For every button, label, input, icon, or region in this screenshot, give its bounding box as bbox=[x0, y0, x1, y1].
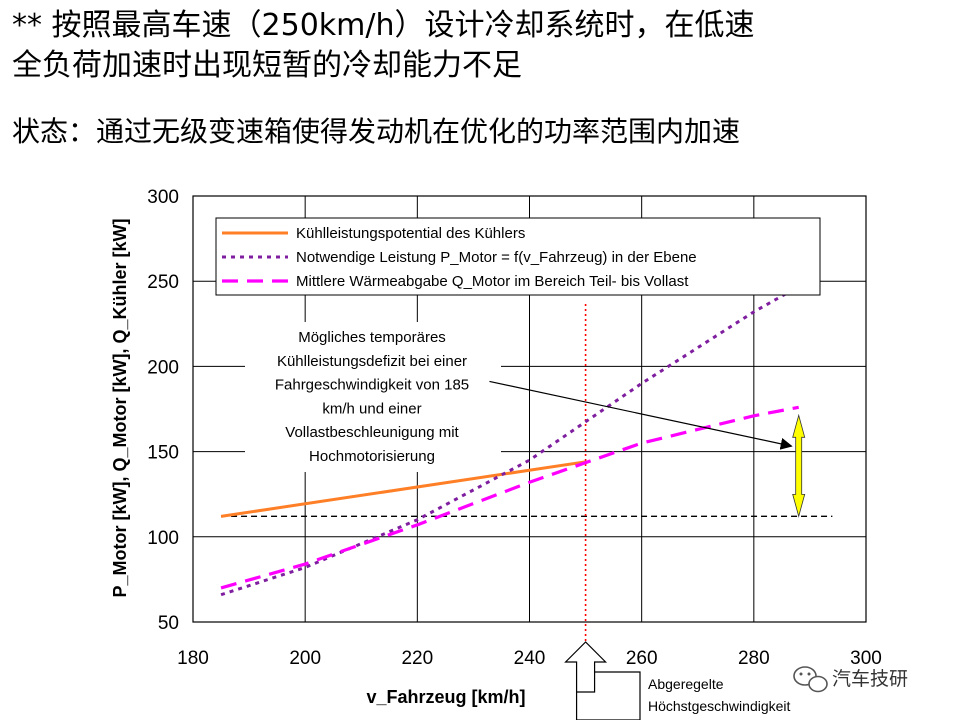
legend-box bbox=[215, 217, 821, 296]
plot-border bbox=[192, 195, 867, 623]
annotation-line-4: km/h und einer bbox=[322, 400, 421, 417]
watermark-text: 汽车技研 bbox=[832, 668, 908, 690]
series-line-1 bbox=[220, 460, 586, 518]
x-tick-label-260: 260 bbox=[626, 648, 658, 669]
legend-label-3: Mittlere Wärmeabgabe Q_Motor im Bereich … bbox=[296, 273, 689, 290]
x-tick-label-180: 180 bbox=[177, 648, 209, 669]
watermark: 汽车技研 bbox=[793, 666, 908, 693]
series-line-3 bbox=[220, 405, 799, 590]
annotation-background bbox=[245, 322, 501, 472]
reference-lines bbox=[221, 304, 833, 642]
x-tick-label-280: 280 bbox=[738, 648, 770, 669]
series-layer bbox=[220, 288, 806, 597]
callout-up-arrow bbox=[564, 641, 608, 693]
annotation-line-3: Fahrgeschwindigkeit von 185 bbox=[275, 377, 469, 394]
title-line-1: ** 按照最高车速（250km/h）设计冷却系统时，在低速 bbox=[12, 8, 755, 43]
annotation-line-5: Vollastbeschleunigung mit bbox=[285, 424, 459, 441]
y-axis-label: P_Motor [kW], Q_Motor [kW], Q_Kühler [kW… bbox=[110, 219, 130, 598]
legend-label-1: Kühlleistungspotential des Kühlers bbox=[296, 225, 525, 242]
y-tick-label-200: 200 bbox=[147, 357, 179, 378]
wechat-icon bbox=[793, 666, 828, 693]
title-line-2: 全负荷加速时出现短暂的冷却能力不足 bbox=[12, 48, 522, 83]
y-tick-label-50: 50 bbox=[158, 613, 179, 634]
y-tick-label-100: 100 bbox=[147, 528, 179, 549]
annotation-line-2: Kühlleistungsdefizit bei einer bbox=[277, 353, 467, 370]
callout-line-2: Höchstgeschwindigkeit bbox=[648, 698, 791, 714]
x-tick-label-240: 240 bbox=[514, 648, 546, 669]
x-tick-label-200: 200 bbox=[289, 648, 321, 669]
subtitle-line: 状态：通过无级变速箱使得发动机在优化的功率范围内加速 bbox=[12, 115, 741, 148]
legend: Kühlleistungspotential des Kühlers Notwen… bbox=[215, 217, 821, 296]
annotation: Mögliches temporäres Kühlleistungsdefizit… bbox=[245, 322, 793, 472]
deficit-double-arrow bbox=[792, 413, 806, 518]
annotation-line-6: Hochmotorisierung bbox=[309, 448, 435, 465]
y-tick-label-250: 250 bbox=[147, 272, 179, 293]
x-tick-label-220: 220 bbox=[401, 648, 433, 669]
legend-label-2: Notwendige Leistung P_Motor = f(v_Fahrze… bbox=[296, 249, 697, 266]
x-tick-label-300: 300 bbox=[850, 648, 882, 669]
series-line-2 bbox=[220, 288, 794, 597]
tick-labels: 180 200 220 240 260 280 300 50 100 150 200 250 300 bbox=[147, 187, 882, 669]
x-axis-label: v_Fahrzeug [km/h] bbox=[366, 687, 525, 707]
annotation-line-1: Mögliches temporäres bbox=[298, 329, 446, 346]
plot-frame bbox=[192, 195, 867, 623]
callout: Abgeregelte Höchstgeschwindigkeit bbox=[564, 641, 791, 720]
pointer-arrow bbox=[489, 380, 793, 450]
callout-line-1: Abgeregelte bbox=[648, 676, 724, 692]
y-tick-label-150: 150 bbox=[147, 443, 179, 464]
callout-box bbox=[575, 671, 641, 720]
y-tick-label-300: 300 bbox=[147, 187, 179, 208]
